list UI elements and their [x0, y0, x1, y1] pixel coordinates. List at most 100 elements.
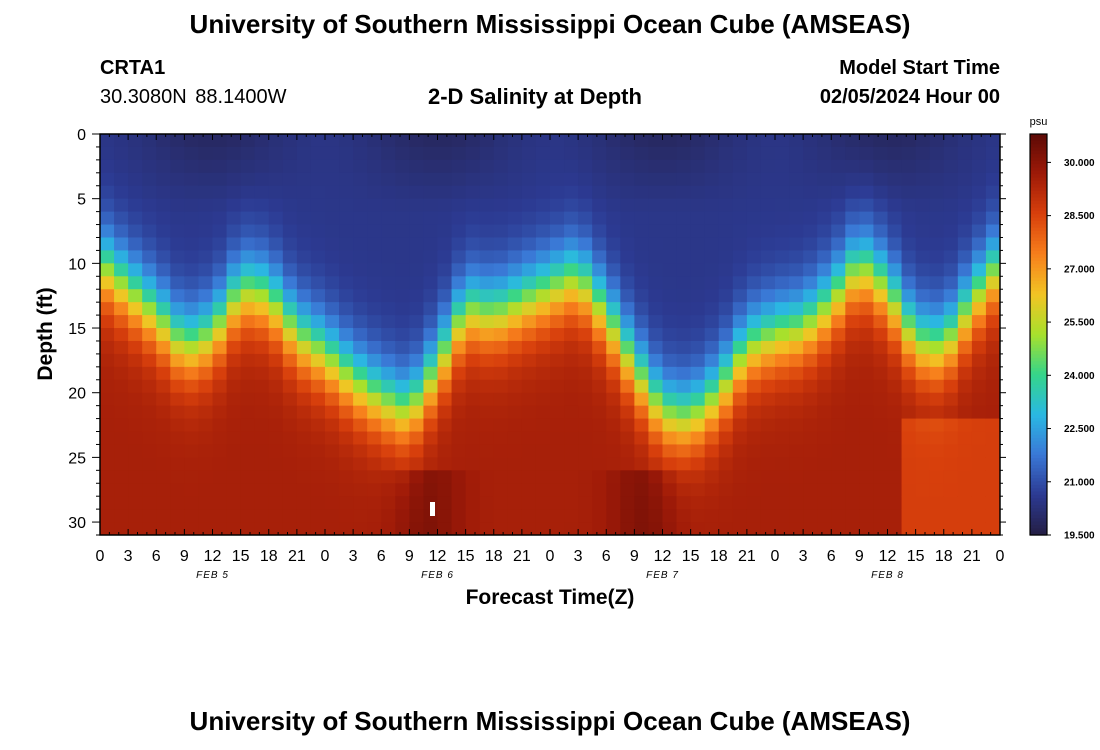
- heatmap-cell: [184, 276, 200, 290]
- heatmap-cell: [817, 522, 832, 535]
- heatmap-cell: [592, 302, 607, 316]
- heatmap-cell: [353, 237, 368, 252]
- heatmap-cell: [620, 211, 635, 226]
- heatmap-cell: [690, 496, 706, 510]
- heatmap-cell: [634, 302, 650, 316]
- heatmap-cell: [592, 250, 607, 264]
- heatmap-cell: [929, 250, 945, 264]
- heatmap-cell: [775, 483, 790, 497]
- heatmap-cell: [395, 134, 410, 148]
- heatmap-cell: [535, 522, 551, 535]
- heatmap-cell: [592, 444, 607, 458]
- heatmap-cell: [803, 315, 818, 329]
- heatmap-cell: [634, 159, 650, 174]
- heatmap-cell: [367, 134, 382, 148]
- heatmap-cell: [789, 379, 804, 394]
- heatmap-cell: [521, 405, 537, 420]
- heatmap-cell: [381, 328, 396, 342]
- heatmap-cell: [704, 509, 720, 523]
- heatmap-cell: [887, 405, 903, 420]
- heatmap-cell: [240, 496, 256, 510]
- heatmap-cell: [114, 159, 129, 174]
- colorbar-segment: [1030, 217, 1047, 222]
- heatmap-cell: [465, 379, 481, 394]
- heatmap-cell: [395, 302, 410, 316]
- heatmap-cell: [353, 353, 368, 368]
- heatmap-cell: [915, 379, 931, 394]
- heatmap-cell: [493, 405, 509, 420]
- heatmap-cell: [465, 185, 481, 200]
- heatmap-cell: [156, 302, 171, 316]
- heatmap-cell: [507, 146, 523, 161]
- heatmap-cell: [535, 224, 551, 239]
- heatmap-cell: [212, 276, 228, 290]
- y-tick-label: 15: [68, 321, 86, 338]
- colorbar-segment: [1030, 297, 1047, 302]
- heatmap-cell: [367, 211, 382, 226]
- heatmap-cell: [676, 379, 692, 394]
- heatmap-cell: [114, 431, 129, 446]
- heatmap-cell: [268, 328, 284, 342]
- heatmap-cell: [254, 263, 270, 277]
- heatmap-cell: [592, 211, 607, 226]
- heatmap-cell: [873, 224, 889, 239]
- heatmap-cell: [775, 198, 790, 213]
- heatmap-cell: [662, 211, 678, 226]
- heatmap-cell: [578, 263, 593, 277]
- heatmap-cell: [592, 340, 607, 355]
- colorbar-segment: [1030, 267, 1047, 272]
- heatmap-cell: [479, 302, 495, 316]
- heatmap-cell: [690, 172, 706, 187]
- heatmap-cell: [423, 431, 439, 446]
- x-tick-label: 12: [879, 548, 897, 565]
- heatmap-cell: [620, 483, 635, 497]
- heatmap-cell: [746, 198, 762, 213]
- heatmap-cell: [634, 522, 650, 535]
- colorbar-segment: [1030, 257, 1047, 262]
- heatmap-cell: [760, 470, 776, 484]
- heatmap-cell: [184, 509, 200, 523]
- heatmap-cell: [409, 509, 425, 523]
- heatmap-cell: [634, 276, 650, 290]
- heatmap-cell: [507, 185, 523, 200]
- heatmap-cell: [789, 457, 804, 471]
- heatmap-cell: [170, 302, 185, 316]
- colorbar-segment: [1030, 381, 1047, 386]
- heatmap-cell: [465, 134, 481, 148]
- heatmap-cell: [156, 237, 171, 252]
- heatmap-cell: [985, 431, 1000, 446]
- x-tick-label: 0: [546, 548, 555, 565]
- heatmap-cell: [634, 328, 650, 342]
- heatmap-cell: [254, 159, 270, 174]
- heatmap-cell: [325, 302, 340, 316]
- colorbar-segment: [1030, 147, 1047, 152]
- heatmap-cell: [789, 522, 804, 535]
- heatmap-cell: [128, 224, 143, 239]
- colorbar-segment: [1030, 524, 1047, 529]
- heatmap-cell: [184, 134, 200, 148]
- heatmap-cell: [859, 315, 875, 329]
- heatmap-cell: [381, 237, 396, 252]
- heatmap-cell: [831, 470, 846, 484]
- heatmap-cell: [240, 315, 256, 329]
- colorbar-segment: [1030, 314, 1047, 319]
- heatmap-cell: [578, 379, 593, 394]
- heatmap-cell: [859, 340, 875, 355]
- heatmap-cell: [325, 353, 340, 368]
- heatmap-cell: [128, 418, 143, 433]
- heatmap-cell: [943, 250, 959, 264]
- heatmap-cell: [212, 470, 228, 484]
- heatmap-cell: [957, 366, 973, 381]
- heatmap-cell: [353, 483, 368, 497]
- heatmap-cell: [310, 418, 326, 433]
- heatmap-cell: [887, 224, 903, 239]
- heatmap-cell: [409, 263, 425, 277]
- heatmap-cell: [114, 522, 129, 535]
- heatmap-cell: [325, 340, 340, 355]
- heatmap-cell: [985, 302, 1000, 316]
- heatmap-cell: [395, 289, 410, 303]
- heatmap-cell: [760, 315, 776, 329]
- heatmap-cell: [845, 405, 860, 420]
- heatmap-cell: [789, 328, 804, 342]
- heatmap-cell: [507, 263, 523, 277]
